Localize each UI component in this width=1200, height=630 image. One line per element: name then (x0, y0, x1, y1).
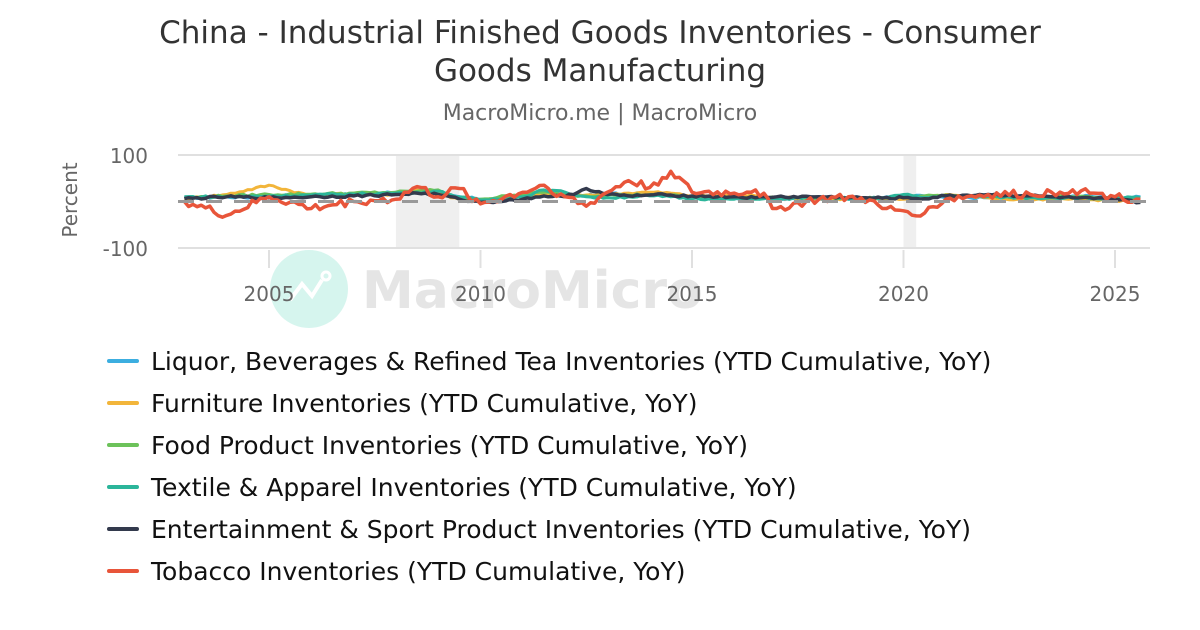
legend-swatch-icon (107, 485, 139, 489)
legend-item[interactable]: Liquor, Beverages & Refined Tea Inventor… (107, 340, 991, 382)
logo-dot-glyph (320, 270, 332, 282)
chart-title-line-1: China - Industrial Finished Goods Invent… (159, 15, 1041, 51)
legend-item[interactable]: Tobacco Inventories (YTD Cumulative, YoY… (107, 550, 991, 592)
legend-item[interactable]: Furniture Inventories (YTD Cumulative, Y… (107, 382, 991, 424)
x-tick-label: 2010 (455, 282, 506, 306)
legend-swatch-icon (107, 401, 139, 405)
legend-label: Furniture Inventories (YTD Cumulative, Y… (151, 388, 698, 418)
watermark: MacroMicro (270, 250, 703, 328)
x-tick-label: 2020 (878, 282, 929, 306)
y-tick-minus-100: -100 (103, 237, 148, 261)
series-line-6[interactable] (183, 169, 1141, 219)
watermark-text: MacroMicro (362, 261, 703, 321)
legend-item[interactable]: Textile & Apparel Inventories (YTD Cumul… (107, 466, 991, 508)
legend-label: Food Product Inventories (YTD Cumulative… (151, 430, 749, 460)
x-tick-label: 2015 (667, 282, 718, 306)
legend-swatch-icon (107, 569, 139, 573)
macromicro-logo-icon (270, 250, 348, 328)
y-tick-100: 100 (110, 144, 148, 168)
chart-title: China - Industrial Finished Goods Invent… (0, 14, 1200, 90)
legend-label: Textile & Apparel Inventories (YTD Cumul… (151, 472, 797, 502)
legend-swatch-icon (107, 359, 139, 363)
logo-chart-glyph (288, 278, 324, 302)
legend-label: Tobacco Inventories (YTD Cumulative, YoY… (151, 556, 686, 586)
x-tick-label: 2005 (244, 282, 295, 306)
legend-item[interactable]: Entertainment & Sport Product Inventorie… (107, 508, 991, 550)
legend-swatch-icon (107, 527, 139, 531)
line-chart: MacroMicro 100 -100 Percent 2005 2010 2015… (58, 144, 1150, 328)
x-tick-label: 2025 (1090, 282, 1141, 306)
y-axis-title: Percent (58, 162, 82, 237)
legend-label: Entertainment & Sport Product Inventorie… (151, 514, 971, 544)
chart-title-line-2: Goods Manufacturing (433, 53, 767, 89)
legend-item[interactable]: Food Product Inventories (YTD Cumulative… (107, 424, 991, 466)
x-axis: 2005 2010 2015 2020 2025 (244, 250, 1141, 306)
legend-swatch-icon (107, 443, 139, 447)
chart-subtitle: MacroMicro.me | MacroMicro (442, 101, 758, 126)
series-lines (183, 169, 1141, 219)
legend: Liquor, Beverages & Refined Tea Inventor… (107, 340, 991, 592)
legend-label: Liquor, Beverages & Refined Tea Inventor… (151, 346, 992, 376)
